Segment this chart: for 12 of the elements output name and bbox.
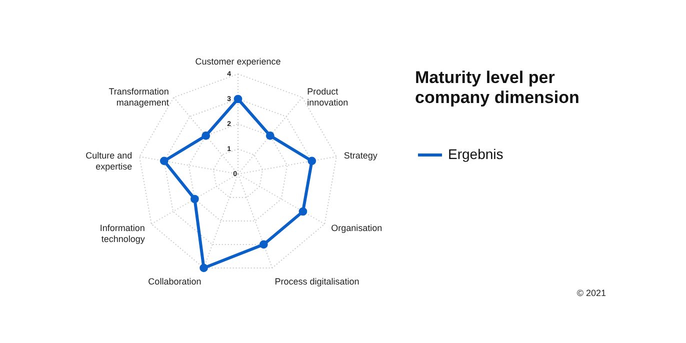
spoke-label: Culture and expertise <box>86 150 132 172</box>
spoke-label: Information technology <box>100 222 146 244</box>
legend-label: Ergebnis <box>448 146 504 162</box>
spoke-label: Customer experience <box>195 56 281 66</box>
spoke-label: Collaboration <box>148 276 202 287</box>
spoke-label: Strategy <box>344 150 378 160</box>
spoke-label: Process digitalisation <box>274 276 360 287</box>
spoke-label: Product innovation <box>307 86 348 108</box>
text: Maturity level per company dimension <box>415 68 580 107</box>
spoke-label: Organisation <box>331 222 382 233</box>
text: © 2021 <box>576 288 606 298</box>
spoke-label: Transformation management <box>108 86 170 108</box>
